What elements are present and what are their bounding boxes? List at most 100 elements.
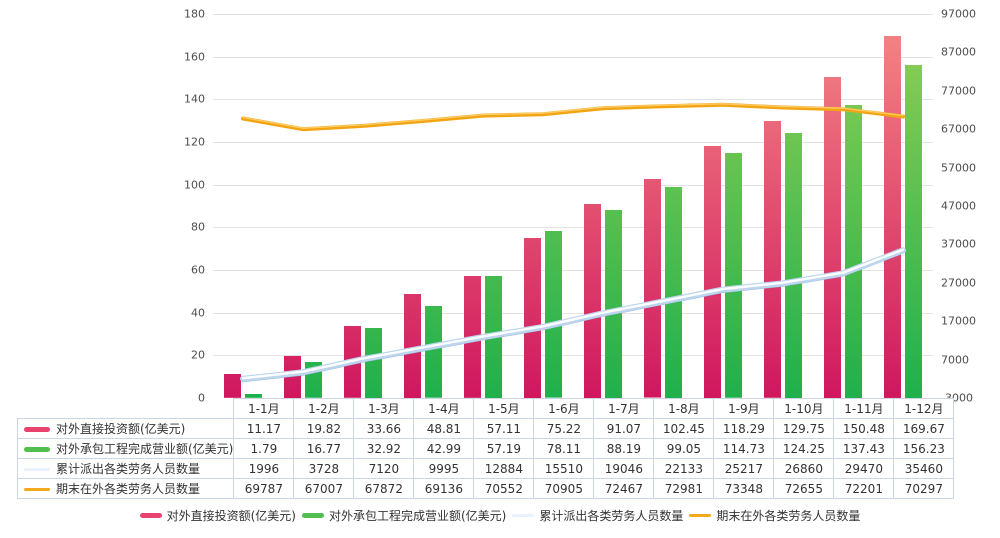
left-axis-tick: 100: [184, 178, 205, 192]
gridlines: [213, 14, 933, 398]
series-label: 累计派出各类劳务人员数量: [56, 462, 201, 476]
bar-investment-1-1月: [224, 374, 241, 398]
table-corner-blank: [18, 399, 234, 419]
value-cell: 15510: [533, 458, 595, 479]
value-cell: 72981: [653, 478, 715, 499]
red-bar-swatch-icon: [139, 513, 162, 518]
bar-investment-1-8月: [644, 179, 661, 398]
value-cell: 137.43: [833, 438, 895, 459]
value-cell: 57.11: [473, 418, 535, 439]
value-cell: 11.17: [233, 418, 295, 439]
bar-investment-1-11月: [824, 76, 841, 398]
left-axis-tick: 0: [198, 391, 205, 405]
legend-item-dispatched-labor: 累计派出各类劳务人员数量: [512, 507, 683, 524]
value-cell: 26860: [773, 458, 835, 479]
category-header: 1-2月: [293, 398, 355, 419]
value-cell: 32.92: [353, 438, 415, 459]
value-cell: 57.19: [473, 438, 535, 459]
legend-item-contracted-projects: 对外承包工程完成营业额(亿美元): [301, 507, 507, 524]
category-header: 1-1月: [233, 398, 295, 419]
legend-item-labor-abroad: 期末在外各类劳务人员数量: [689, 507, 860, 524]
blue-line-swatch-icon: [512, 514, 535, 517]
value-cell: 9995: [413, 458, 475, 479]
value-cell: 69787: [233, 478, 295, 499]
bar-contract-1-4月: [425, 306, 442, 398]
value-cell: 3728: [293, 458, 355, 479]
bar-investment-1-7月: [584, 203, 601, 398]
labor-abroad-line: [241, 102, 905, 132]
gridline: [213, 355, 933, 357]
gridline: [213, 142, 933, 143]
bar-series: [213, 14, 933, 398]
legend: 对外直接投资额(亿美元) 对外承包工程完成营业额(亿美元) 累计派出各类劳务人员…: [0, 507, 1000, 524]
value-cell: 12884: [473, 458, 535, 479]
category-header: 1-3月: [353, 398, 415, 419]
value-cell: 169.67: [893, 418, 955, 439]
value-cell: 72201: [833, 478, 895, 499]
gridline: [213, 14, 933, 15]
gridline: [213, 227, 933, 229]
bar-contract-1-1月: [245, 394, 262, 398]
right-axis-tick: 7000: [941, 353, 969, 367]
plot-area: [213, 14, 933, 398]
value-cell: 67872: [353, 478, 415, 499]
value-cell: 19046: [593, 458, 655, 479]
legend-item-outward-investment: 对外直接投资额(亿美元): [139, 507, 296, 524]
category-header: 1-12月: [893, 398, 955, 419]
bar-investment-1-9月: [704, 145, 721, 398]
bar-contract-1-9月: [725, 153, 742, 398]
green-bar-swatch-icon: [301, 513, 324, 518]
table-row: 期末在外各类劳务人员数量 69787 67007 67872 69136 70552 709…: [16, 478, 955, 499]
value-cell: 70297: [893, 478, 955, 499]
bar-contract-1-7月: [605, 209, 622, 398]
gridline: [213, 184, 933, 186]
right-axis-tick: 17000: [941, 314, 976, 328]
right-axis-tick: 27000: [941, 276, 976, 290]
gridline: [213, 56, 933, 58]
category-header: 1-7月: [593, 398, 655, 419]
bar-contract-1-12月: [905, 64, 922, 398]
series-label: 期末在外各类劳务人员数量: [56, 482, 201, 496]
right-axis-tick: 47000: [941, 199, 976, 213]
gridline: [213, 270, 933, 271]
value-cell: 72467: [593, 478, 655, 499]
dispatched-labor-line: [240, 247, 906, 382]
left-axis-tick: 80: [191, 220, 205, 234]
bar-contract-1-8月: [665, 186, 682, 398]
row-label-cell: 对外承包工程完成营业额(亿美元): [16, 438, 235, 459]
bar-investment-1-2月: [284, 355, 301, 398]
gridline: [213, 99, 933, 101]
value-cell: 91.07: [593, 418, 655, 439]
value-cell: 7120: [353, 458, 415, 479]
value-cell: 73348: [713, 478, 775, 499]
row-label-cell: 对外直接投资额(亿美元): [16, 418, 235, 439]
right-axis-tick: 87000: [941, 45, 976, 59]
value-cell: 70552: [473, 478, 535, 499]
left-axis-tick: 40: [191, 306, 205, 320]
legend-label: 对外承包工程完成营业额(亿美元): [328, 509, 507, 523]
value-cell: 19.82: [293, 418, 355, 439]
labor-abroad-line-highlight: [242, 103, 904, 129]
value-cell: 118.29: [713, 418, 775, 439]
orange-line-swatch-icon: [689, 514, 712, 517]
category-header: 1-10月: [773, 398, 835, 419]
value-cell: 69136: [413, 478, 475, 499]
value-cell: 16.77: [293, 438, 355, 459]
value-cell: 102.45: [653, 418, 715, 439]
value-cell: 1996: [233, 458, 295, 479]
left-axis-tick: 60: [191, 263, 205, 277]
legend-label: 对外直接投资额(亿美元): [166, 509, 296, 523]
bar-investment-1-6月: [524, 237, 541, 398]
value-cell: 156.23: [893, 438, 955, 459]
value-cell: 29470: [833, 458, 895, 479]
series-label: 对外承包工程完成营业额(亿美元): [56, 442, 234, 456]
right-axis-tick: 97000: [941, 7, 976, 21]
value-cell: 42.99: [413, 438, 475, 459]
value-cell: 33.66: [353, 418, 415, 439]
value-cell: 1.79: [233, 438, 295, 459]
left-axis-tick: 120: [184, 135, 205, 149]
value-cell: 88.19: [593, 438, 655, 459]
bar-contract-1-6月: [545, 231, 562, 398]
category-header: 1-4月: [413, 398, 475, 419]
